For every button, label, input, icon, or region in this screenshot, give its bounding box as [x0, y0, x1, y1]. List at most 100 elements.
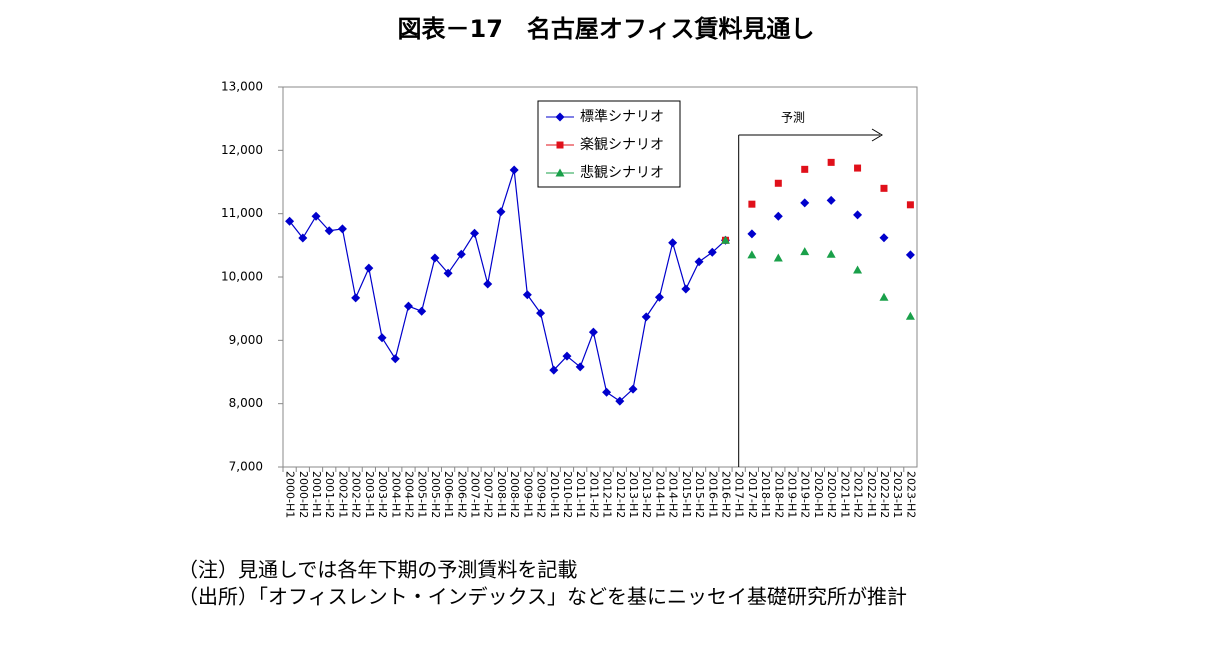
marker [880, 184, 888, 192]
marker [748, 200, 756, 208]
marker [694, 257, 704, 267]
legend-label: 標準シナリオ [580, 109, 664, 125]
marker [549, 365, 559, 375]
marker [681, 284, 691, 294]
chart-title: 図表－17 名古屋オフィス賃料見通し [398, 15, 815, 43]
marker [773, 253, 783, 262]
marker [555, 168, 565, 177]
marker [311, 211, 321, 221]
y-tick-label: 10,000 [221, 270, 263, 284]
marker [641, 312, 651, 322]
x-tick-label: 2008-H2 [508, 471, 521, 518]
marker [430, 253, 440, 263]
x-tick-label: 2003-H2 [376, 471, 389, 518]
marker [800, 198, 810, 208]
marker [906, 201, 914, 209]
x-tick-label: 2015-H1 [680, 471, 693, 518]
x-tick-label: 2003-H1 [363, 471, 376, 518]
marker [443, 268, 453, 278]
marker [483, 279, 493, 289]
x-tick-label: 2013-H2 [640, 471, 653, 518]
x-tick-label: 2010-H1 [548, 471, 561, 518]
x-tick-label: 2021-H1 [838, 471, 851, 518]
marker [390, 354, 400, 364]
legend-label: 悲観シナリオ [580, 164, 664, 181]
x-tick-label: 2000-H2 [297, 471, 310, 518]
marker [801, 165, 809, 173]
marker [615, 396, 625, 406]
x-tick-label: 2007-H1 [469, 471, 482, 518]
x-tick-label: 2002-H2 [350, 471, 363, 518]
legend-label: 楽観シナリオ [580, 136, 664, 153]
x-tick-label: 2021-H2 [852, 471, 865, 518]
marker [879, 233, 889, 243]
marker [575, 362, 585, 372]
x-tick-label: 2010-H2 [561, 471, 574, 518]
marker [827, 158, 835, 166]
x-tick-label: 2019-H1 [786, 471, 799, 518]
marker [562, 351, 572, 361]
marker [351, 293, 361, 303]
marker [298, 233, 308, 243]
marker [556, 141, 564, 149]
x-tick-label: 2018-H2 [772, 471, 785, 518]
marker [773, 211, 783, 221]
x-tick-label: 2001-H2 [323, 471, 336, 518]
marker [826, 195, 836, 205]
marker [324, 226, 334, 236]
x-tick-label: 2012-H1 [601, 471, 614, 518]
marker [364, 263, 374, 273]
x-tick-label: 2011-H1 [574, 471, 587, 518]
marker [377, 333, 387, 343]
marker [747, 250, 757, 259]
marker [720, 235, 730, 244]
arrow-head [871, 128, 883, 142]
x-tick-label: 2008-H1 [495, 471, 508, 518]
marker [905, 311, 915, 320]
x-tick-label: 2011-H2 [587, 471, 600, 518]
x-tick-label: 2004-H2 [402, 471, 415, 518]
series-line [290, 170, 911, 401]
x-tick-label: 2020-H1 [812, 471, 825, 518]
x-tick-label: 2017-H2 [746, 471, 759, 518]
x-tick-label: 2017-H1 [733, 471, 746, 518]
y-tick-label: 13,000 [221, 80, 263, 94]
x-tick-label: 2001-H1 [310, 471, 323, 518]
marker [800, 247, 810, 256]
marker [555, 112, 565, 122]
x-tick-label: 2015-H2 [693, 471, 706, 518]
x-tick-label: 2018-H1 [759, 471, 772, 518]
marker [522, 290, 532, 300]
marker [853, 265, 863, 274]
x-tick-label: 2002-H1 [336, 471, 349, 518]
marker [854, 164, 862, 172]
x-tick-label: 2005-H2 [429, 471, 442, 518]
marker [456, 249, 466, 259]
marker [337, 224, 347, 234]
marker [905, 250, 915, 260]
x-tick-label: 2012-H2 [614, 471, 627, 518]
note: （出所）「オフィスレント・インデックス」などを基にニッセイ基礎研究所が推計 [178, 585, 907, 609]
x-tick-label: 2014-H1 [653, 471, 666, 518]
marker [826, 249, 836, 258]
note: （注）見通しでは各年下期の予測賃料を記載 [178, 558, 577, 582]
marker [668, 238, 678, 248]
x-tick-label: 2023-H1 [891, 471, 904, 518]
marker [853, 210, 863, 220]
marker [588, 327, 598, 337]
marker [285, 216, 295, 226]
x-tick-label: 2014-H2 [667, 471, 680, 518]
x-tick-label: 2009-H1 [521, 471, 534, 518]
annotation: 予測 [781, 111, 805, 125]
marker [707, 247, 717, 257]
x-tick-label: 2022-H2 [878, 471, 891, 518]
x-tick-label: 2013-H1 [627, 471, 640, 518]
y-tick-label: 9,000 [229, 333, 263, 347]
x-tick-label: 2022-H1 [865, 471, 878, 518]
marker [417, 306, 427, 316]
y-tick-label: 7,000 [229, 460, 263, 474]
x-tick-label: 2007-H2 [482, 471, 495, 518]
marker [747, 229, 757, 239]
